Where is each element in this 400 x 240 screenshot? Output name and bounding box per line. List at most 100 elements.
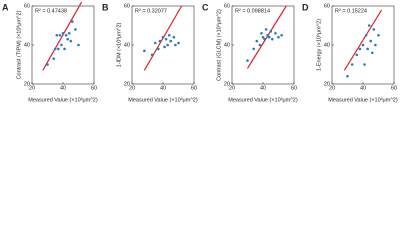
- panel-label: C: [202, 2, 209, 12]
- point: [364, 33, 368, 37]
- x-tick-label: 60: [91, 85, 97, 91]
- y-axis-label: 1-IDM (×10³μm^2): [116, 22, 122, 67]
- x-tick-label: 60: [391, 85, 397, 91]
- y-tick-label: 60: [224, 3, 230, 9]
- y-tick-label: 60: [324, 3, 330, 9]
- x-axis-label: Measured Value (×10³μm^2): [28, 97, 98, 103]
- annotation: R² = 0.15224: [335, 8, 367, 14]
- point: [361, 43, 365, 47]
- point: [363, 63, 366, 66]
- y-tick-label: 20: [224, 81, 230, 87]
- point: [158, 39, 162, 43]
- annotation: R² = 0.47438: [35, 8, 67, 14]
- point: [53, 47, 57, 51]
- point: [52, 57, 55, 60]
- point: [143, 49, 146, 53]
- point: [263, 37, 266, 41]
- plot-frame: [31, 5, 95, 85]
- point: [67, 32, 71, 35]
- x-axis-label: Measured Value (×10³μm^2): [128, 97, 198, 103]
- point: [264, 28, 268, 31]
- x-axis-label: Measured Value (×10³μm^2): [228, 97, 298, 103]
- point: [61, 32, 65, 35]
- point: [377, 33, 380, 37]
- y-tick-label: 60: [24, 3, 30, 9]
- point: [261, 35, 265, 39]
- y-tick-label: 60: [124, 3, 130, 9]
- plot-frame: [131, 5, 195, 85]
- point: [372, 28, 376, 31]
- point: [60, 43, 63, 47]
- point: [169, 39, 173, 43]
- point: [277, 35, 280, 39]
- panel-label: B: [102, 2, 109, 12]
- fit-line: [246, 5, 287, 69]
- plot-frame: [231, 5, 295, 85]
- y-tick-label: 40: [224, 42, 230, 48]
- point: [355, 53, 359, 57]
- x-tick-label: 40: [260, 85, 266, 91]
- point: [255, 39, 259, 43]
- y-tick-label: 40: [24, 42, 30, 48]
- x-tick-label: 40: [160, 85, 166, 91]
- y-tick-label: 40: [124, 42, 130, 48]
- point: [57, 47, 60, 51]
- point: [266, 33, 269, 37]
- point: [63, 47, 66, 51]
- fit-line: [42, 1, 83, 71]
- point: [55, 33, 59, 37]
- point: [74, 28, 77, 31]
- point: [371, 51, 374, 55]
- panel-label: A: [2, 2, 9, 12]
- point: [71, 20, 74, 23]
- x-tick-label: 20: [329, 85, 335, 91]
- point: [246, 59, 249, 62]
- x-tick-label: 60: [191, 85, 197, 91]
- point: [366, 47, 369, 51]
- y-tick-label: 40: [324, 42, 330, 48]
- y-axis-label: Contrast (TIPM) (×10³μm^2): [16, 10, 22, 79]
- point: [64, 33, 68, 37]
- point: [66, 37, 69, 41]
- x-tick-label: 40: [60, 85, 66, 91]
- point: [350, 63, 354, 66]
- point: [150, 53, 154, 57]
- y-tick-label: 20: [324, 81, 330, 87]
- point: [166, 43, 169, 47]
- annotation: R² = 0.32077: [135, 8, 167, 14]
- point: [358, 47, 362, 51]
- y-axis-label: Contrast (GLCM) (×10³μm^2): [216, 9, 222, 81]
- point: [161, 35, 165, 39]
- point: [164, 37, 168, 41]
- x-tick-label: 20: [229, 85, 235, 91]
- point: [280, 33, 283, 37]
- x-tick-label: 20: [129, 85, 135, 91]
- point: [260, 32, 263, 35]
- point: [274, 32, 277, 35]
- point: [157, 47, 160, 51]
- y-tick-label: 20: [124, 81, 130, 87]
- point: [267, 35, 271, 39]
- point: [77, 43, 80, 47]
- point: [271, 37, 274, 41]
- fit-line: [343, 9, 383, 71]
- point: [172, 35, 176, 39]
- x-tick-label: 60: [291, 85, 297, 91]
- x-tick-label: 20: [29, 85, 35, 91]
- point: [252, 47, 255, 51]
- point: [163, 45, 166, 49]
- point: [367, 24, 371, 27]
- point: [258, 43, 262, 47]
- point: [58, 33, 62, 37]
- y-axis-label: 1-Energy (×10³μm^2): [316, 19, 322, 71]
- point: [369, 39, 373, 43]
- point: [346, 74, 349, 78]
- point: [69, 39, 73, 43]
- point: [174, 43, 177, 47]
- annotation: R² = 0.098814: [235, 8, 270, 14]
- point: [153, 41, 157, 45]
- point: [269, 30, 273, 33]
- panel-label: D: [302, 2, 309, 12]
- y-tick-label: 20: [24, 81, 30, 87]
- figure: A R² = 0.47438 20 40 60 20 40 60 Measured Value …: [2, 1, 398, 103]
